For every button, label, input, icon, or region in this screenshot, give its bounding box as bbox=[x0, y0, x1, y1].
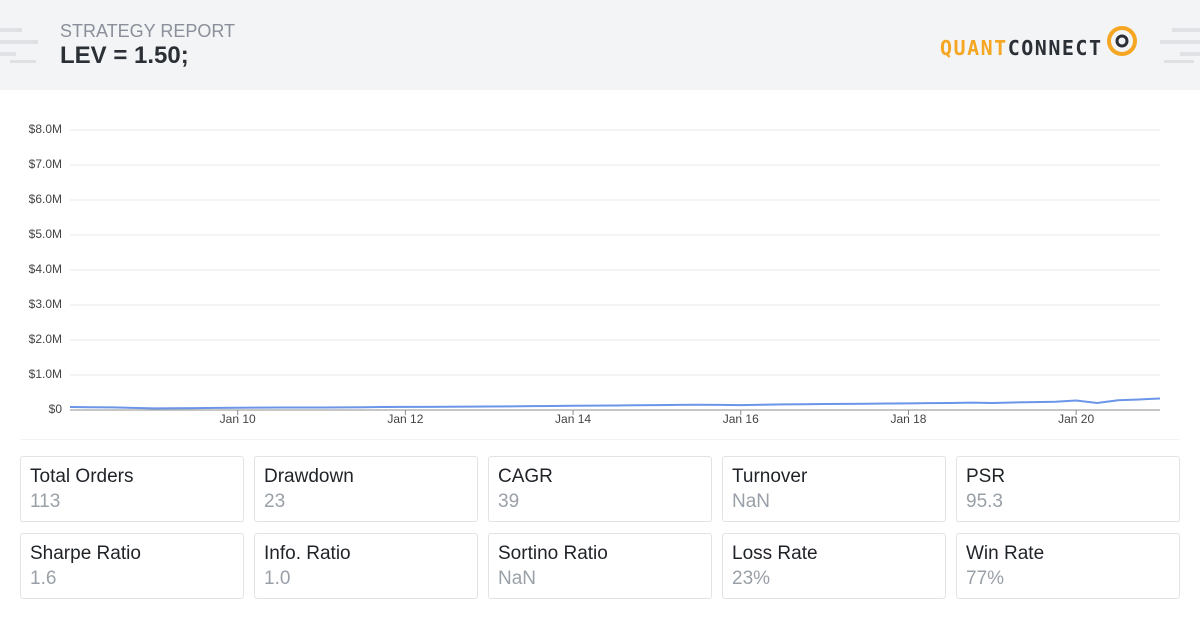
report-title: LEV = 1.50; bbox=[60, 42, 189, 69]
x-tick-label: Jan 18 bbox=[890, 412, 926, 426]
stat-value: NaN bbox=[498, 568, 537, 589]
stat-card: Turnover NaN bbox=[722, 456, 946, 522]
stat-value: 1.0 bbox=[264, 568, 291, 589]
y-tick-label: $8.0M bbox=[29, 122, 62, 136]
stat-value: 23 bbox=[264, 491, 286, 512]
stat-card: Drawdown 23 bbox=[254, 456, 478, 522]
x-tick-label: Jan 16 bbox=[723, 412, 759, 426]
x-tick-label: Jan 20 bbox=[1058, 412, 1094, 426]
y-tick-label: $7.0M bbox=[29, 157, 62, 171]
stat-card: Loss Rate 23% bbox=[722, 533, 946, 599]
report-subtitle: STRATEGY REPORT bbox=[60, 21, 236, 41]
stat-value: 23% bbox=[732, 568, 771, 589]
chart: $0 $1.0M $2.0M $3.0M $4.0M $5.0M $6.0M $7.0M $8.… bbox=[20, 122, 1180, 440]
stat-label: Drawdown bbox=[264, 466, 354, 487]
stat-value: NaN bbox=[732, 491, 771, 512]
y-tick-label: $3.0M bbox=[29, 297, 62, 311]
stat-value: 77% bbox=[966, 568, 1005, 589]
stats-grid: Total Orders 113 Drawdown 23 CAGR 39 Turnover N… bbox=[20, 456, 1180, 599]
stat-card: PSR 95.3 bbox=[956, 456, 1180, 522]
logo-text: CONNECT bbox=[1007, 36, 1103, 60]
stat-card: Sharpe Ratio 1.6 bbox=[20, 533, 244, 599]
y-tick-label: $0 bbox=[49, 402, 63, 416]
stat-label: Turnover bbox=[732, 466, 808, 487]
x-tick-label: Jan 12 bbox=[387, 412, 423, 426]
y-tick-label: $5.0M bbox=[29, 227, 62, 241]
x-tick-label: Jan 10 bbox=[220, 412, 256, 426]
logo-text: QUANT bbox=[940, 36, 1008, 60]
stat-value: 1.6 bbox=[30, 568, 57, 589]
stat-value: 39 bbox=[498, 491, 520, 512]
y-tick-label: $4.0M bbox=[29, 262, 62, 276]
logo: QUANTCONNECT bbox=[940, 36, 1103, 60]
stat-label: CAGR bbox=[498, 466, 553, 487]
stat-label: Win Rate bbox=[966, 543, 1045, 564]
equity-line bbox=[69, 397, 1161, 410]
stat-card: Info. Ratio 1.0 bbox=[254, 533, 478, 599]
stat-label: Loss Rate bbox=[732, 543, 818, 564]
stat-label: PSR bbox=[966, 466, 1006, 487]
stat-card: Total Orders 113 bbox=[20, 456, 244, 522]
stat-label: Sharpe Ratio bbox=[30, 543, 141, 564]
stat-value: 95.3 bbox=[966, 491, 1003, 512]
y-tick-label: $2.0M bbox=[29, 332, 62, 346]
y-tick-label: $1.0M bbox=[29, 367, 62, 381]
stat-label: Total Orders bbox=[30, 466, 134, 487]
stat-card: Sortino Ratio NaN bbox=[488, 533, 712, 599]
stat-card: CAGR 39 bbox=[488, 456, 712, 522]
stat-value: 113 bbox=[30, 491, 61, 512]
stat-label: Info. Ratio bbox=[264, 543, 351, 564]
stat-card: Win Rate 77% bbox=[956, 533, 1180, 599]
header-decoration bbox=[0, 26, 1200, 63]
x-tick-label: Jan 14 bbox=[555, 412, 591, 426]
header: STRATEGY REPORT LEV = 1.50; QUANTCONNECT bbox=[0, 0, 1200, 90]
stat-label: Sortino Ratio bbox=[498, 543, 608, 564]
y-tick-label: $6.0M bbox=[29, 192, 62, 206]
